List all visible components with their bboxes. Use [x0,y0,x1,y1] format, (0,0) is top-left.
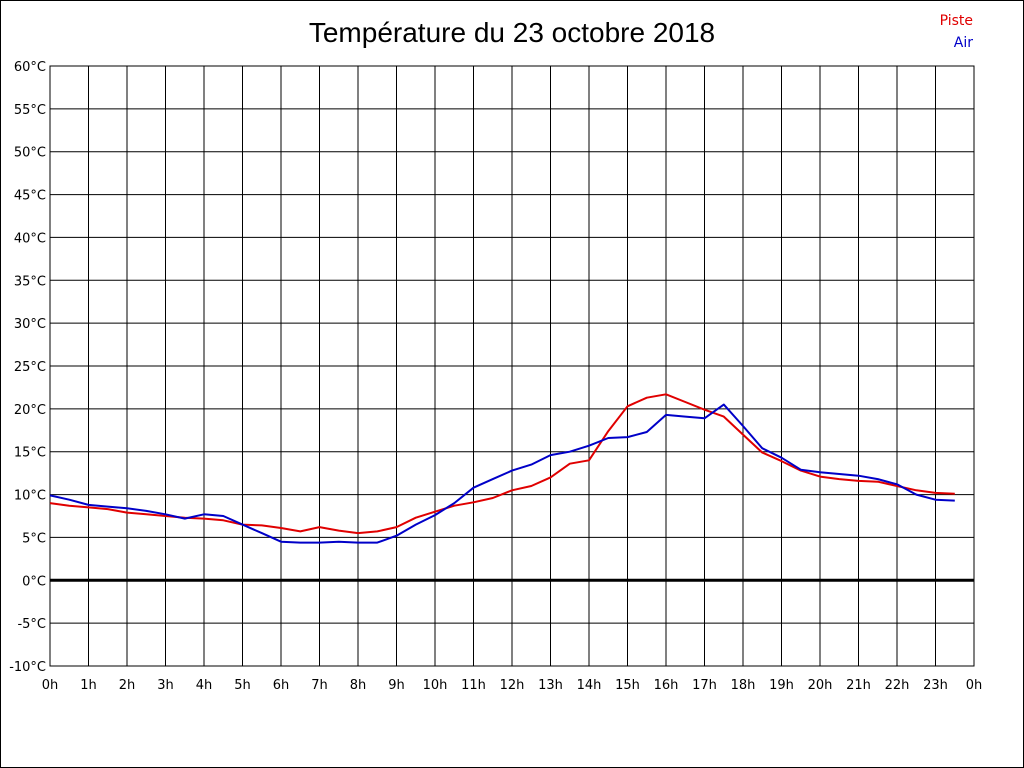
y-tick-label: 60°C [14,60,46,75]
y-tick-label: 25°C [14,360,46,375]
x-tick-label: 17h [692,678,717,693]
x-tick-label: 13h [538,678,563,693]
y-tick-label: 50°C [14,146,46,161]
chart-title: Température du 23 octobre 2018 [308,17,716,48]
y-tick-label: -10°C [9,660,46,675]
x-tick-label: 15h [615,678,640,693]
x-tick-label: 0h [42,678,59,693]
x-tick-label: 5h [234,678,251,693]
x-tick-label: 3h [157,678,174,693]
x-tick-label: 23h [923,678,948,693]
y-tick-label: 0°C [22,574,46,589]
y-tick-label: 35°C [14,274,46,289]
x-tick-label: 6h [273,678,290,693]
y-tick-label: 15°C [14,446,46,461]
legend-air: Air [953,35,973,51]
x-tick-label: 10h [423,678,448,693]
y-tick-label: 5°C [22,531,46,546]
y-tick-label: -5°C [17,617,46,632]
x-tick-label: 16h [654,678,679,693]
x-tick-label: 18h [731,678,756,693]
x-tick-label: 0h [966,678,983,693]
x-tick-label: 20h [808,678,833,693]
x-tick-label: 8h [350,678,367,693]
x-tick-label: 9h [388,678,405,693]
y-tick-label: 40°C [14,231,46,246]
x-tick-label: 4h [196,678,213,693]
y-tick-label: 55°C [14,103,46,118]
x-tick-label: 7h [311,678,328,693]
x-tick-label: 2h [119,678,136,693]
x-tick-label: 12h [500,678,525,693]
x-tick-label: 19h [769,678,794,693]
x-tick-label: 21h [846,678,871,693]
x-tick-label: 14h [577,678,602,693]
y-tick-label: 10°C [14,489,46,504]
y-tick-label: 45°C [14,189,46,204]
x-tick-label: 1h [80,678,97,693]
series-line-piste [49,393,955,535]
x-tick-label: 22h [885,678,910,693]
legend-piste: Piste [939,13,973,29]
y-tick-label: 30°C [14,317,46,332]
x-tick-label: 11h [461,678,486,693]
series-line-air [49,403,955,544]
y-tick-label: 20°C [14,403,46,418]
